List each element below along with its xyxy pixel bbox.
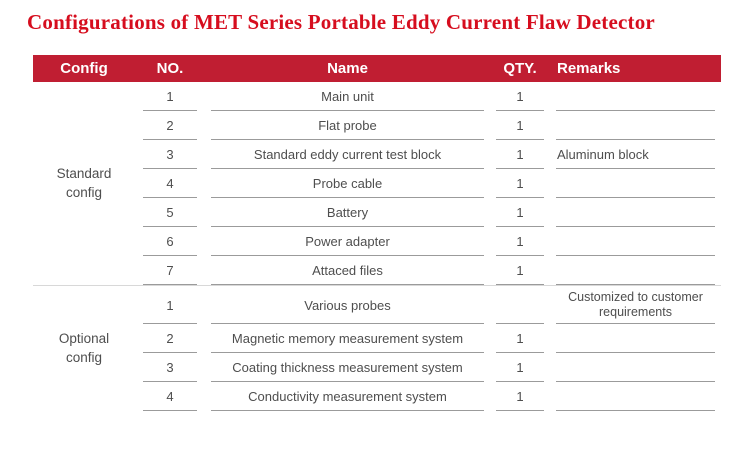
- config-group-label: Optional config: [58, 331, 110, 365]
- header-config: Config: [60, 60, 108, 77]
- cell-remarks: [550, 169, 721, 198]
- cell-name: Power adapter: [205, 227, 490, 256]
- cell-name: Flat probe: [205, 111, 490, 140]
- cell-qty: 1: [490, 169, 550, 198]
- cell-qty: [490, 286, 550, 324]
- cell-qty: 1: [490, 111, 550, 140]
- cell-name: Various probes: [205, 286, 490, 324]
- config-group-label: Standard config: [56, 166, 112, 200]
- cell-name: Main unit: [205, 82, 490, 111]
- header-remarks: Remarks: [557, 60, 621, 77]
- cell-qty: 1: [490, 324, 550, 353]
- header-qty: QTY.: [503, 60, 537, 77]
- cell-no: 6: [135, 227, 205, 256]
- cell-no: 4: [135, 382, 205, 411]
- cell-name: Probe cable: [205, 169, 490, 198]
- cell-name: Conductivity measurement system: [205, 382, 490, 411]
- cell-remarks: [550, 256, 721, 285]
- group-optional-config: Optional config 1 Various probes Customi…: [33, 285, 721, 411]
- page-title: Configurations of MET Series Portable Ed…: [27, 10, 655, 34]
- cell-no: 2: [135, 324, 205, 353]
- header-name: Name: [327, 60, 368, 77]
- cell-remarks: [550, 324, 721, 353]
- cell-remarks: [550, 227, 721, 256]
- group-standard-config: Standard config 1 Main unit 1 2 Flat pro…: [33, 82, 721, 285]
- config-table: Config NO. Name QTY. Remarks Standard co…: [33, 55, 721, 411]
- table-header: Config NO. Name QTY. Remarks: [33, 55, 721, 82]
- cell-no: 7: [135, 256, 205, 285]
- cell-name: Coating thickness measurement system: [205, 353, 490, 382]
- cell-no: 3: [135, 353, 205, 382]
- cell-qty: 1: [490, 140, 550, 169]
- cell-remarks: Aluminum block: [550, 140, 721, 169]
- cell-name: Magnetic memory measurement system: [205, 324, 490, 353]
- cell-name: Battery: [205, 198, 490, 227]
- cell-qty: 1: [490, 82, 550, 111]
- cell-remarks: [550, 198, 721, 227]
- header-no: NO.: [156, 60, 184, 77]
- cell-remarks: [550, 382, 721, 411]
- cell-no: 1: [135, 286, 205, 324]
- cell-remarks: Customized to customer requirements: [550, 286, 721, 324]
- cell-no: 1: [135, 82, 205, 111]
- cell-remarks: [550, 111, 721, 140]
- cell-qty: 1: [490, 382, 550, 411]
- cell-name: Attaced files: [205, 256, 490, 285]
- cell-qty: 1: [490, 198, 550, 227]
- cell-remarks: [550, 353, 721, 382]
- cell-qty: 1: [490, 256, 550, 285]
- cell-qty: 1: [490, 227, 550, 256]
- cell-remarks: [550, 82, 721, 111]
- cell-qty: 1: [490, 353, 550, 382]
- cell-name: Standard eddy current test block: [205, 140, 490, 169]
- cell-no: 2: [135, 111, 205, 140]
- cell-no: 5: [135, 198, 205, 227]
- cell-no: 3: [135, 140, 205, 169]
- cell-no: 4: [135, 169, 205, 198]
